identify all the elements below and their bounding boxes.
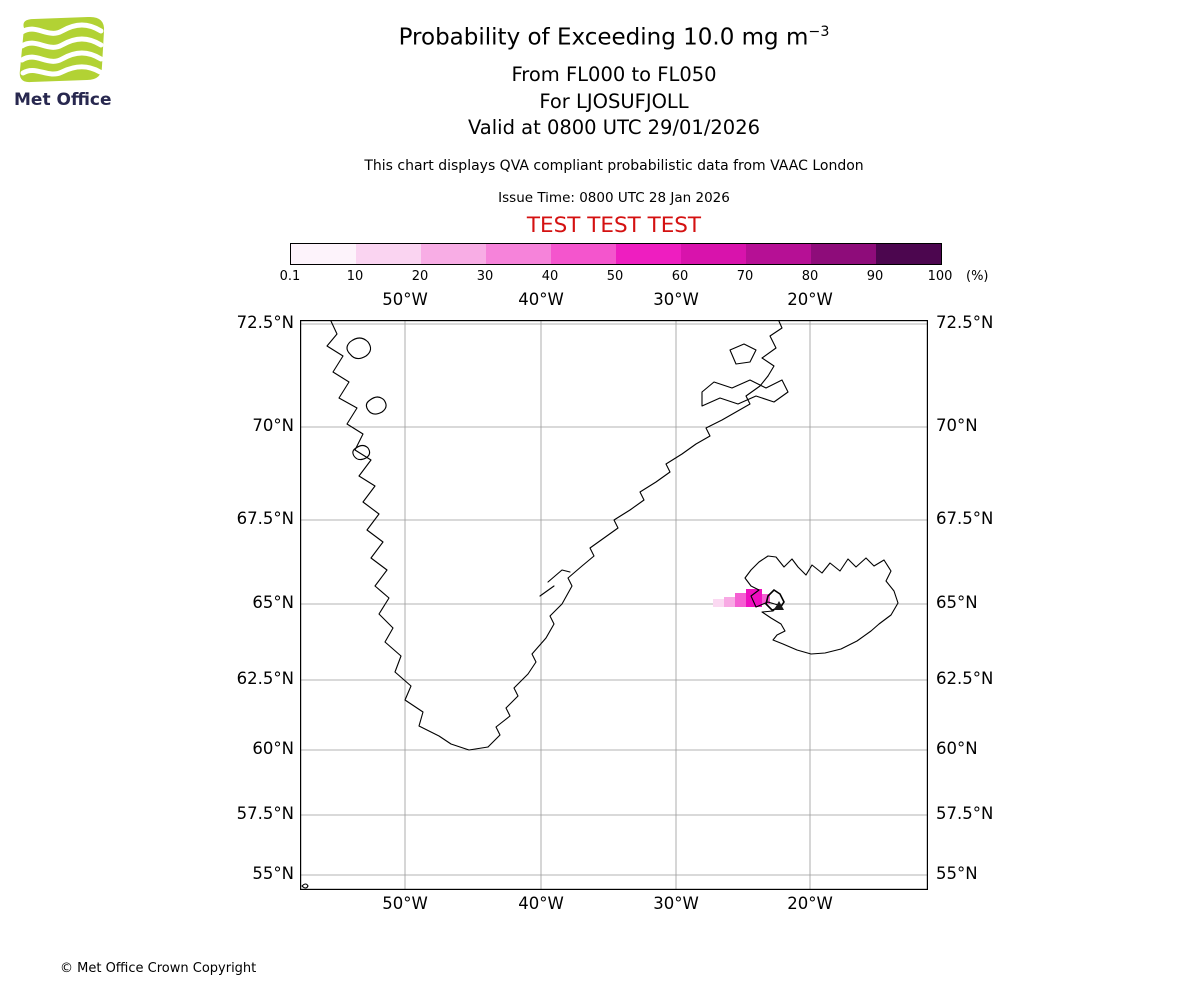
- scoresby-fjord-arm: [761, 318, 783, 377]
- corner-coastline-scrap: [301, 883, 309, 889]
- sermilik-fjord-line: [547, 569, 571, 583]
- test-banner: TEST TEST TEST: [526, 213, 702, 238]
- subtitle-flight-levels: From FL000 to FL050: [511, 63, 717, 86]
- colorbar-tick: 30: [476, 269, 494, 284]
- plume-cell-mid2: [762, 594, 770, 604]
- high-probability-cluster: [765, 588, 785, 611]
- lat-label-right: 65°N: [936, 593, 978, 612]
- lat-label-left: 55°N: [252, 864, 294, 883]
- colorbar-tick: 100: [927, 269, 953, 284]
- subtitle-volcano: For LJOSUFJOLL: [539, 90, 689, 113]
- colorbar-tick: 60: [671, 269, 689, 284]
- colorbar-tick: 40: [541, 269, 559, 284]
- lat-label-left: 72.5°N: [236, 313, 294, 332]
- copyright-text: © Met Office Crown Copyright: [60, 961, 257, 976]
- map-svg: [300, 318, 928, 890]
- lon-label-top: 40°W: [518, 290, 564, 309]
- lat-label-left: 70°N: [252, 416, 294, 435]
- issue-time: Issue Time: 0800 UTC 28 Jan 2026: [498, 190, 730, 206]
- lat-label-left: 65°N: [252, 593, 294, 612]
- iceland-coastline: [744, 555, 899, 655]
- colorbar-segment: [616, 244, 681, 264]
- lon-label-bottom: 50°W: [382, 894, 428, 913]
- colorbar-segment: [421, 244, 486, 264]
- lat-label-left: 57.5°N: [236, 804, 294, 823]
- colorbar-segment: [681, 244, 746, 264]
- sermilik-fjord-line: [539, 585, 555, 597]
- lon-label-top: 20°W: [787, 290, 833, 309]
- west-coast-island: [346, 337, 372, 360]
- lon-label-top: 30°W: [653, 290, 699, 309]
- colorbar-segment: [876, 244, 941, 264]
- graticule: [300, 320, 928, 890]
- lat-label-right: 55°N: [936, 864, 978, 883]
- lat-label-right: 72.5°N: [936, 313, 994, 332]
- probability-plume: [713, 589, 770, 607]
- colorbar-segment: [486, 244, 551, 264]
- plume-cell-light: [724, 597, 735, 607]
- page-title-exponent: −3: [808, 24, 830, 40]
- metoffice-logo: Met Office: [14, 16, 124, 110]
- metoffice-logo-icon: [19, 16, 105, 83]
- colorbar-tick: 10: [346, 269, 364, 284]
- lat-label-left: 60°N: [252, 739, 294, 758]
- colorbar-tick: 0.1: [279, 269, 301, 284]
- lat-label-left: 62.5°N: [236, 669, 294, 688]
- probability-colorbar: [290, 243, 942, 265]
- plume-cell-core: [746, 589, 762, 607]
- colorbar-tick: 50: [606, 269, 624, 284]
- logo-wave-lines: [19, 22, 104, 77]
- lat-label-left: 67.5°N: [236, 509, 294, 528]
- logo-brand-text: Met Office: [14, 90, 112, 110]
- lat-label-right: 57.5°N: [936, 804, 994, 823]
- milne-land-island: [729, 343, 757, 365]
- chart-description: This chart displays QVA compliant probab…: [364, 158, 864, 174]
- lon-label-bottom: 20°W: [787, 894, 833, 913]
- colorbar-tick: 90: [866, 269, 884, 284]
- colorbar-unit-label: (%): [966, 269, 989, 284]
- colorbar-segment: [291, 244, 356, 264]
- west-coast-island: [352, 444, 371, 461]
- plume-cell-pale: [713, 599, 724, 607]
- page-title-text: Probability of Exceeding 10.0 mg m: [398, 24, 809, 51]
- colorbar-tick: 80: [801, 269, 819, 284]
- west-coast-island: [365, 396, 387, 415]
- page-title: Probability of Exceeding 10.0 mg m−3: [28, 24, 1200, 51]
- map-border: [300, 320, 928, 890]
- scoresby-fjord-complex: [701, 379, 789, 407]
- colorbar-segment: [746, 244, 811, 264]
- map-panel: [300, 318, 928, 890]
- lat-label-right: 60°N: [936, 739, 978, 758]
- colorbar-segment: [551, 244, 616, 264]
- colorbar-tick: 70: [736, 269, 754, 284]
- lat-label-right: 70°N: [936, 416, 978, 435]
- high-probability-contour: [765, 588, 785, 611]
- plume-cell-mid: [735, 593, 746, 607]
- colorbar-segment: [356, 244, 421, 264]
- lon-label-top: 50°W: [382, 290, 428, 309]
- lat-label-right: 67.5°N: [936, 509, 994, 528]
- lon-label-bottom: 40°W: [518, 894, 564, 913]
- greenland-coastline: [326, 318, 789, 751]
- colorbar-tick: 20: [411, 269, 429, 284]
- lat-label-right: 62.5°N: [936, 669, 994, 688]
- lon-label-bottom: 30°W: [653, 894, 699, 913]
- volcano-marker-icon: [774, 601, 784, 610]
- subtitle-valid-time: Valid at 0800 UTC 29/01/2026: [467, 116, 761, 139]
- colorbar-segment: [811, 244, 876, 264]
